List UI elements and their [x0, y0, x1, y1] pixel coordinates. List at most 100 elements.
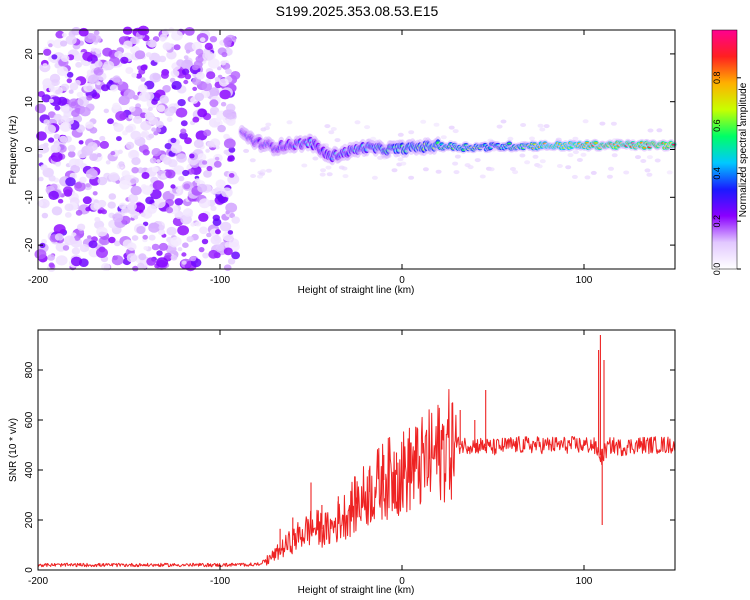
spectrogram-noise-cell — [43, 119, 50, 125]
spectrogram-noise-cell — [155, 127, 162, 133]
spectrogram-noise-cell — [134, 50, 146, 60]
spectrogram-noise-cell — [644, 168, 651, 173]
spectrogram-noise-cell — [170, 254, 178, 261]
spectrogram-noise-cell — [137, 262, 145, 269]
spectrogram-noise-cell — [142, 221, 149, 227]
spectrogram-noise-cell — [130, 130, 142, 140]
spectrogram-noise-cell — [133, 115, 143, 124]
spectrogram-noise-cell — [599, 121, 606, 126]
spectrogram-noise-cell — [158, 224, 165, 231]
snr-x-tick-label: 0 — [399, 576, 405, 587]
spectrogram-noise-cell — [130, 36, 139, 45]
spectrogram-noise-cell — [198, 247, 205, 253]
spectrogram-noise-cell — [130, 178, 137, 184]
spectrogram-noise-cell — [164, 143, 172, 150]
spectrogram-noise-cell — [202, 50, 214, 61]
spectrogram-noise-cell — [464, 163, 471, 168]
spectrogram-noise-cell — [67, 144, 76, 152]
spectrogram-noise-cell — [408, 130, 415, 135]
spectrogram-noise-cell — [371, 175, 378, 180]
spectrogram-noise-cell — [77, 96, 89, 107]
spectrogram-noise-cell — [93, 30, 100, 36]
spectrogram-noise-cell — [324, 124, 331, 129]
spectrogram-noise-cell — [206, 140, 215, 148]
spectrogram-noise-cell — [229, 212, 236, 219]
spectrogram-noise-cell — [52, 39, 64, 49]
spectrogram-noise-cell — [61, 32, 67, 38]
spectrogram-noise-cell — [210, 235, 222, 245]
spectrogram-noise-cell — [85, 168, 98, 180]
spectrogram-noise-cell — [48, 190, 59, 200]
spectrogram-noise-cell — [125, 67, 134, 74]
spectrogram-noise-cell — [34, 249, 47, 260]
spectrogram-noise-cell — [111, 255, 124, 266]
spectrogram-noise-cell — [75, 61, 82, 68]
spectrogram-noise-cell — [44, 124, 56, 135]
spectrogram-noise-cell — [41, 94, 51, 103]
spectrogram-noise-cell — [181, 260, 187, 265]
spectrogram-noise-cell — [183, 183, 191, 190]
spectrogram-noise-cell — [123, 40, 133, 49]
spectrogram-x-tick-label: 100 — [576, 275, 593, 286]
spectrogram-noise-cell — [68, 89, 74, 94]
spectrogram-noise-cell — [125, 125, 134, 133]
spectrogram-noise-cell — [97, 176, 108, 186]
spectrogram-noise-cell — [42, 63, 48, 68]
snr-y-axis-label: SNR (10 * v/v) — [8, 418, 19, 482]
spectrogram-noise-cell — [158, 242, 168, 251]
spectrogram-noise-cell — [49, 73, 61, 83]
spectrogram-noise-cell — [325, 165, 332, 170]
spectrogram-noise-cell — [202, 160, 208, 165]
spectrogram-noise-cell — [286, 120, 293, 125]
spectrogram-noise-cell — [151, 243, 160, 251]
spectrogram-noise-cell — [156, 104, 166, 112]
spectrogram-noise-cell — [77, 223, 86, 231]
spectrogram-noise-cell — [54, 233, 64, 241]
snr-y-tick-label: 200 — [24, 511, 35, 528]
spectrogram-noise-cell — [611, 153, 618, 158]
spectrogram-noise-cell — [155, 120, 164, 129]
spectrogram-noise-cell — [171, 30, 183, 41]
spectrogram-noise-cell — [73, 55, 81, 62]
spectrogram-noise-cell — [86, 95, 93, 101]
spectrogram-noise-cell — [342, 174, 349, 179]
spectrogram-noise-cell — [145, 52, 152, 58]
spectrogram-noise-cell — [153, 55, 162, 63]
spectrogram-noise-cell — [122, 239, 133, 248]
spectrogram-noise-cell — [250, 174, 257, 178]
spectrogram-noise-cell — [610, 121, 617, 126]
spectrogram-noise-cell — [207, 58, 220, 69]
spectrogram-noise-cell — [79, 106, 91, 117]
spectrogram-noise-cell — [157, 228, 165, 236]
spectrogram-noise-cell — [582, 119, 589, 124]
spectrogram-noise-cell — [222, 196, 228, 201]
spectrogram-noise-cell — [116, 136, 122, 142]
spectrogram-noise-cell — [166, 226, 177, 236]
spectrogram-noise-cell — [85, 121, 94, 129]
spectrogram-noise-cell — [183, 79, 189, 85]
spectrogram-noise-cell — [71, 256, 82, 267]
spectrogram-noise-cell — [51, 206, 63, 216]
spectrogram-noise-cell — [84, 32, 97, 44]
snr-x-tick-label: 100 — [576, 576, 593, 587]
spectrogram-noise-cell — [50, 144, 61, 153]
snr-y-tick-label: 600 — [24, 411, 35, 428]
spectrogram-noise-cell — [190, 256, 197, 262]
spectrogram-noise-cell — [420, 119, 427, 124]
spectrogram-noise-cell — [140, 212, 146, 217]
spectrogram-y-tick-label: 0 — [24, 146, 35, 152]
spectrogram-noise-cell — [180, 120, 188, 127]
spectrogram-noise-cell — [163, 156, 172, 165]
spectrogram-noise-cell — [93, 67, 104, 76]
spectrogram-noise-cell — [210, 189, 215, 194]
spectrogram-noise-cell — [51, 54, 58, 60]
spectrogram-noise-cell — [140, 120, 152, 131]
spectrogram-noise-cell — [131, 157, 141, 166]
spectrogram-noise-cell — [265, 122, 272, 127]
spectrogram-noise-cell — [646, 155, 653, 160]
spectrogram-noise-cell — [173, 165, 185, 175]
spectrogram-noise-cell — [391, 168, 398, 173]
spectrogram-noise-cell — [334, 138, 341, 143]
spectrogram-noise-cell — [623, 170, 630, 175]
